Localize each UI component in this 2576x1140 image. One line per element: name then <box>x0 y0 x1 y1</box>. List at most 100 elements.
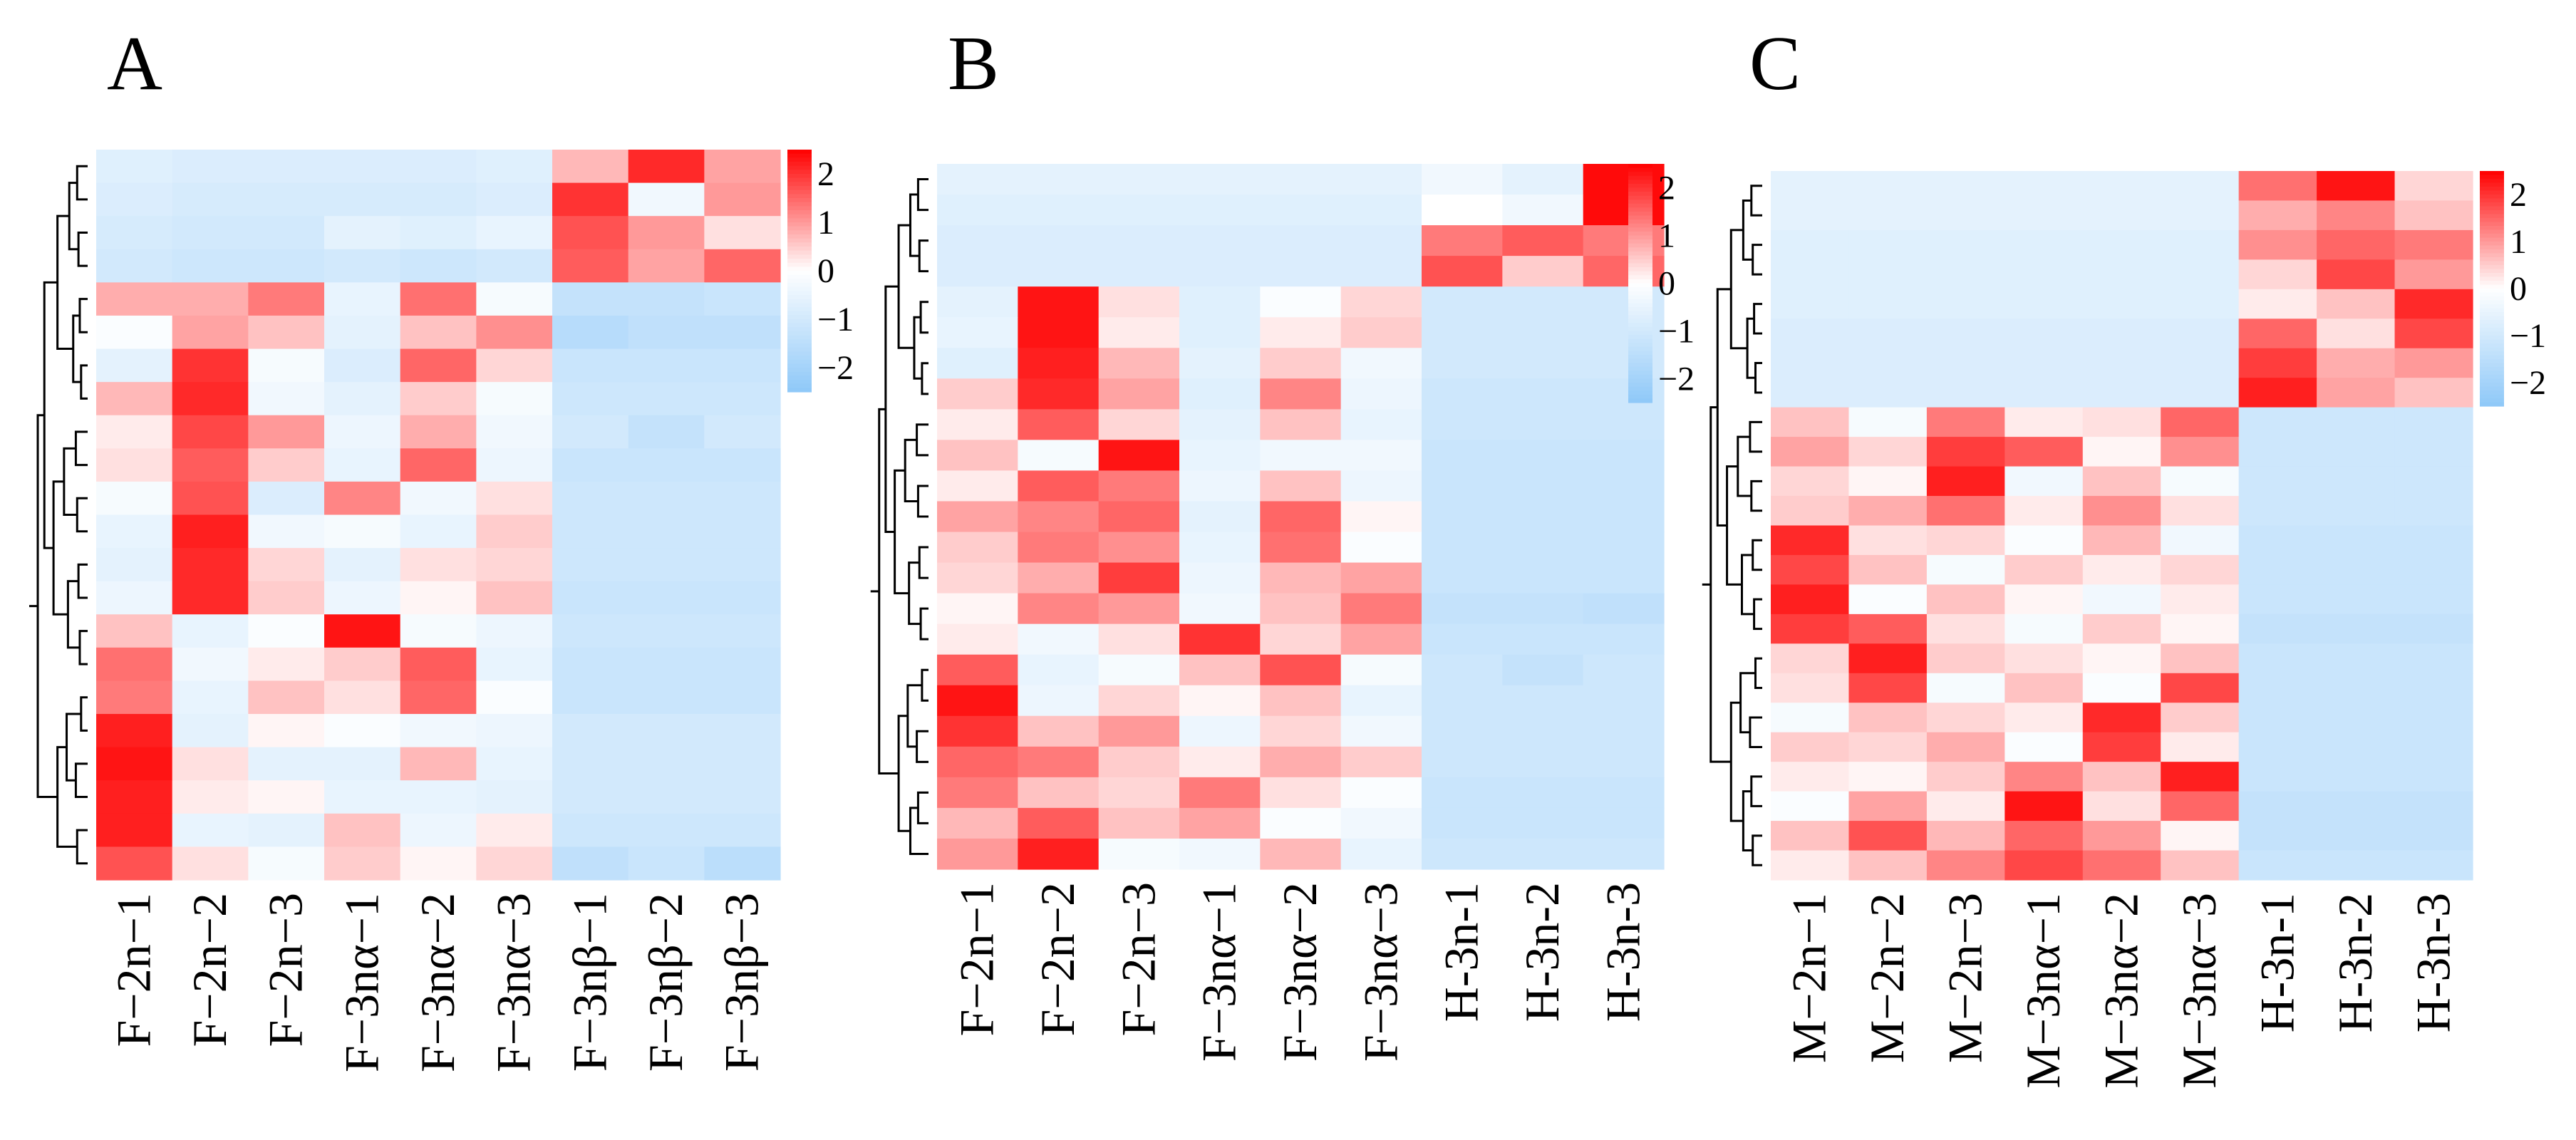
legend-swatch <box>787 327 812 332</box>
heatmap-cell <box>552 282 629 316</box>
heatmap-cell <box>1926 289 2005 319</box>
heatmap-cell <box>2005 850 2084 881</box>
legend-swatch <box>2480 273 2504 278</box>
heatmap-cell <box>2317 821 2396 851</box>
heatmap-cell <box>2005 378 2084 408</box>
heatmap-cell <box>2082 762 2161 792</box>
heatmap-cell <box>1583 777 1665 809</box>
column-label: H-3n-3 <box>2406 893 2460 1032</box>
heatmap-cell <box>2082 229 2161 260</box>
heatmap-cell <box>1422 286 1503 318</box>
legend-swatch <box>2480 402 2504 407</box>
heatmap-cell <box>172 680 249 715</box>
heatmap-cell <box>2238 378 2317 408</box>
heatmap-cell <box>2317 229 2396 260</box>
legend-swatch <box>2480 300 2504 305</box>
heatmap-cell <box>96 813 173 848</box>
heatmap-cell <box>324 813 401 848</box>
heatmap-cell <box>1848 289 1928 319</box>
heatmap-cell <box>324 382 401 416</box>
heatmap-cell <box>476 481 553 516</box>
heatmap-cell <box>2394 437 2473 467</box>
heatmap-cell <box>2317 200 2396 231</box>
heatmap-cell <box>172 382 249 416</box>
heatmap-cell <box>1926 171 2005 202</box>
heatmap-cell <box>1926 496 2005 527</box>
heatmap-cell <box>1179 838 1261 870</box>
legend-swatch <box>1628 311 1652 316</box>
panel-c: C M−2n−1 M−2n−2 M−2n−3 M−3nα−1 M−3nα−2 M−3nα−3… <box>1749 21 2546 1089</box>
heatmap-cell <box>172 182 249 217</box>
legend-swatch <box>787 254 812 259</box>
legend-swatch <box>2480 190 2504 195</box>
heatmap-cell <box>1848 437 1928 467</box>
heatmap-cell <box>704 747 781 781</box>
heatmap-cell <box>1340 593 1422 625</box>
legend-tick-label: 1 <box>817 204 834 242</box>
heatmap-cell <box>2082 613 2161 644</box>
heatmap-cell <box>1422 470 1503 502</box>
heatmap-cell <box>937 746 1018 778</box>
legend-swatch <box>2480 198 2504 203</box>
legend-swatch <box>2480 222 2504 227</box>
heatmap-cell <box>2005 821 2084 851</box>
heatmap-cell <box>1340 623 1422 656</box>
legend-swatch <box>1628 175 1652 180</box>
heatmap-cell <box>2082 673 2161 703</box>
heatmap-cell <box>1771 673 1850 703</box>
legend-swatch <box>1628 251 1652 256</box>
heatmap-cell <box>2161 525 2240 556</box>
heatmap-cell <box>1018 715 1100 747</box>
heatmap-cell <box>1179 195 1261 226</box>
panel-b: B F−2n−1 F−2n−2 F−2n−3 F−3nα−1 F−3nα−2 F−3nα−3… <box>937 21 1695 1062</box>
panel-label: B <box>948 21 999 106</box>
legend-swatch <box>2480 339 2504 344</box>
heatmap-cell <box>2082 437 2161 467</box>
legend-swatch <box>787 230 812 235</box>
heatmap-cell <box>324 514 401 549</box>
heatmap-cell <box>1340 501 1422 533</box>
legend-swatch <box>787 226 812 231</box>
legend-swatch <box>2480 316 2504 321</box>
heatmap-cell <box>552 680 629 715</box>
heatmap-cell <box>96 448 173 482</box>
heatmap-cell <box>400 481 477 516</box>
heatmap-cell <box>1260 777 1342 809</box>
heatmap-cell <box>1018 409 1100 440</box>
legend-swatch <box>2480 383 2504 388</box>
heatmap-cell <box>552 747 629 781</box>
heatmap-cell <box>704 614 781 648</box>
heatmap-cell <box>1848 703 1928 733</box>
legend-swatch <box>787 371 812 376</box>
heatmap-cell <box>172 780 249 814</box>
legend-swatch <box>2480 187 2504 192</box>
column-label: F−3nα−2 <box>410 893 465 1072</box>
legend-swatch <box>2480 355 2504 360</box>
heatmap-cell <box>2238 673 2317 703</box>
legend-tick-label: −2 <box>2510 364 2546 402</box>
heatmap-cell <box>1179 348 1261 379</box>
heatmap-cell <box>1583 409 1665 440</box>
legend-swatch <box>1628 219 1652 224</box>
heatmap-cell <box>2161 643 2240 674</box>
heatmap-cell <box>1926 407 2005 437</box>
heatmap-cell <box>1340 440 1422 472</box>
legend-swatch <box>787 383 812 388</box>
legend-swatch <box>2480 320 2504 325</box>
heatmap-cell <box>1848 348 1928 378</box>
legend-swatch <box>787 303 812 308</box>
heatmap-cell <box>324 448 401 482</box>
heatmap-cell <box>400 382 477 416</box>
heatmap-cell <box>2317 318 2396 349</box>
column-label: H-3n-1 <box>1434 882 1489 1022</box>
legend-swatch <box>1628 363 1652 368</box>
heatmap-cell <box>1340 654 1422 686</box>
heatmap-cell <box>1422 715 1503 747</box>
heatmap-cell <box>476 548 553 582</box>
heatmap-cell <box>1179 409 1261 440</box>
heatmap-cell <box>2082 584 2161 615</box>
heatmap-cell <box>1179 623 1261 656</box>
heatmap-cell <box>476 813 553 848</box>
heatmap-cell <box>1098 777 1180 809</box>
heatmap-cell <box>1018 532 1100 564</box>
